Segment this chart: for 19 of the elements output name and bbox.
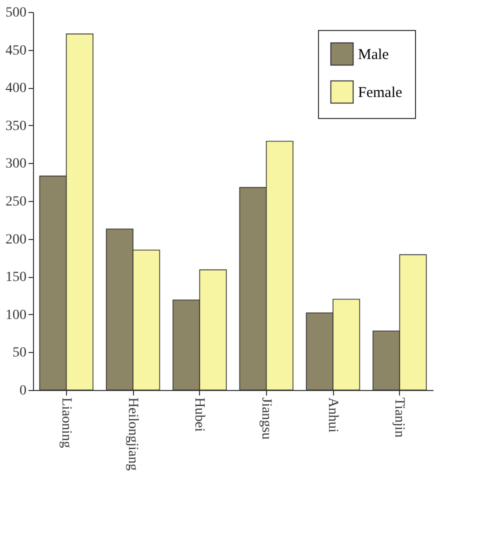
x-tick-label: Hubei	[192, 398, 207, 432]
legend-label: Male	[358, 47, 390, 63]
y-tick-label: 0	[20, 384, 26, 398]
y-tick-label: 200	[6, 232, 26, 248]
y-tick-label: 400	[6, 81, 26, 96]
y-tick-label: 350	[6, 118, 26, 134]
y-tick-label: 150	[6, 270, 26, 286]
y-tick-label: 250	[6, 194, 26, 210]
y-tick-label: 50	[12, 346, 26, 361]
y-tick-label: 500	[6, 6, 26, 20]
y-tick-label: 100	[6, 308, 26, 323]
x-tick-label: Jiangsu	[258, 398, 274, 440]
x-tick-label: Liaoning	[58, 398, 74, 448]
x-tick-label: Tianjin	[392, 398, 407, 438]
legend-label: Female	[358, 85, 402, 101]
x-tick-label: Heilongjiang	[125, 398, 140, 471]
y-tick-label: 300	[6, 156, 26, 172]
x-tick-label: Anhui	[325, 398, 340, 433]
y-tick-label: 450	[6, 43, 26, 58]
